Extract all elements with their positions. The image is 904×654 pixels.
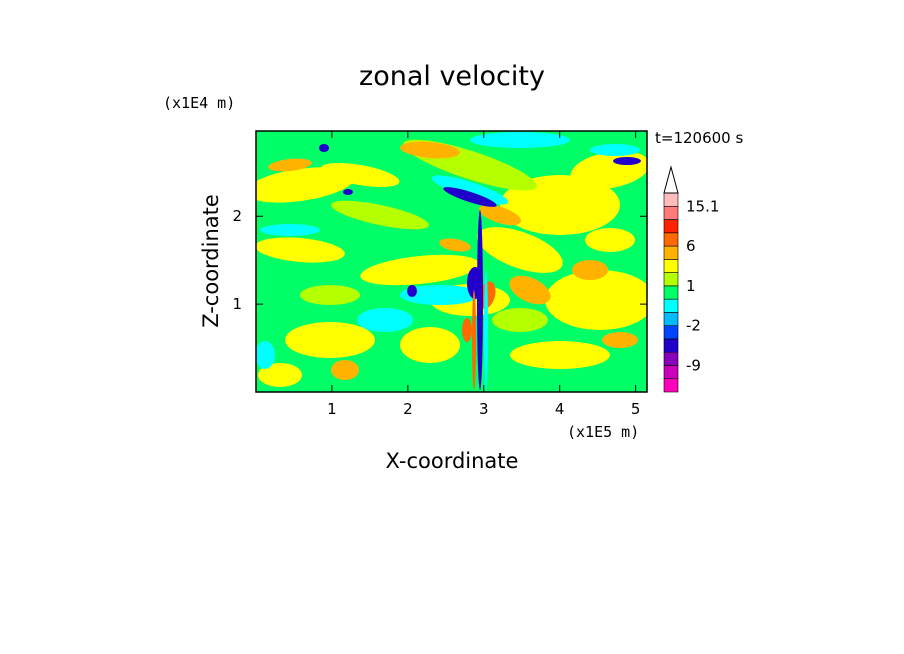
contour-patch xyxy=(331,360,359,380)
colorbar-swatch xyxy=(663,298,679,313)
x-axis-label: X-coordinate xyxy=(386,449,519,473)
colorbar-swatch xyxy=(663,338,679,353)
colorbar-swatch xyxy=(663,365,679,380)
x-tick-label: 2 xyxy=(403,400,413,418)
colorbar: 15.1 6 1 -2 -9 xyxy=(663,165,719,393)
contour-patch xyxy=(343,189,353,195)
contour-patch xyxy=(360,254,480,286)
contour-patch xyxy=(545,270,647,330)
contour-patch xyxy=(300,285,360,305)
chart-title: zonal velocity xyxy=(359,61,545,92)
contour-patch xyxy=(400,327,460,363)
contour-patch xyxy=(572,260,608,280)
colorbar-swatch xyxy=(663,245,679,260)
contour-patch xyxy=(510,341,610,369)
colorbar-extension xyxy=(663,165,679,194)
y-axis-label: Z-coordinate xyxy=(199,194,223,328)
contour-patch xyxy=(357,308,413,332)
contour-patch xyxy=(462,318,472,342)
contour-patch xyxy=(613,157,641,165)
contour-patch xyxy=(256,341,275,369)
y-unit-label: (x1E4 m) xyxy=(163,94,235,112)
contour-patch xyxy=(268,158,312,172)
colorbar-label: 15.1 xyxy=(686,197,719,215)
colorbar-label: 6 xyxy=(686,237,696,255)
colorbar-label: -9 xyxy=(686,356,701,374)
contour-patch xyxy=(443,187,497,207)
colorbar-label: -2 xyxy=(686,317,701,335)
colorbar-label: 1 xyxy=(686,277,696,295)
contour-streak xyxy=(472,290,476,390)
contour-streak xyxy=(477,210,483,390)
contour-patch xyxy=(431,175,509,205)
contour-patch xyxy=(590,144,640,156)
contour-field xyxy=(256,131,647,392)
y-tick-label: 2 xyxy=(232,207,242,225)
contour-patch xyxy=(602,332,638,348)
x-tick-label: 4 xyxy=(555,400,565,418)
contour-patch xyxy=(285,322,375,358)
contour-patch xyxy=(400,285,480,305)
contour-patch xyxy=(256,167,355,203)
contour-patch xyxy=(470,132,570,148)
time-label: t=120600 s xyxy=(655,129,743,147)
contour-patch xyxy=(585,228,635,252)
colorbar-swatch xyxy=(663,259,679,273)
x-tick-label: 1 xyxy=(327,400,337,418)
contour-patch xyxy=(407,285,417,297)
contour-patch xyxy=(400,141,460,159)
contour-patch xyxy=(260,224,320,236)
axes: 1 2 3 4 5 1 2 xyxy=(232,131,647,418)
contour-patch xyxy=(492,308,548,332)
contour-patch xyxy=(256,237,345,263)
colorbar-swatch xyxy=(663,205,679,220)
colorbar-swatch xyxy=(663,219,679,234)
contour-patch xyxy=(258,363,302,387)
contour-patch xyxy=(477,227,563,273)
contour-streak xyxy=(484,270,488,390)
plot-frame xyxy=(255,130,648,393)
colorbar-swatch xyxy=(663,312,679,326)
colorbar-swatch xyxy=(663,351,679,366)
contour-patch xyxy=(439,238,471,252)
x-unit-label: (x1E5 m) xyxy=(567,423,639,441)
colorbar-swatch xyxy=(663,272,679,287)
contour-patch xyxy=(509,275,551,305)
x-tick-label: 5 xyxy=(631,400,641,418)
contour-patch xyxy=(319,144,329,152)
contour-patch xyxy=(331,200,429,230)
colorbar-swatch xyxy=(663,285,679,300)
colorbar-swatch xyxy=(663,325,679,340)
colorbar-swatch xyxy=(663,378,679,393)
contour-patch xyxy=(478,204,522,226)
x-tick-label: 3 xyxy=(479,400,489,418)
y-tick-label: 1 xyxy=(232,295,242,313)
colorbar-swatch xyxy=(663,232,679,247)
contour-patch xyxy=(320,162,400,188)
colorbar-swatch xyxy=(663,192,679,207)
